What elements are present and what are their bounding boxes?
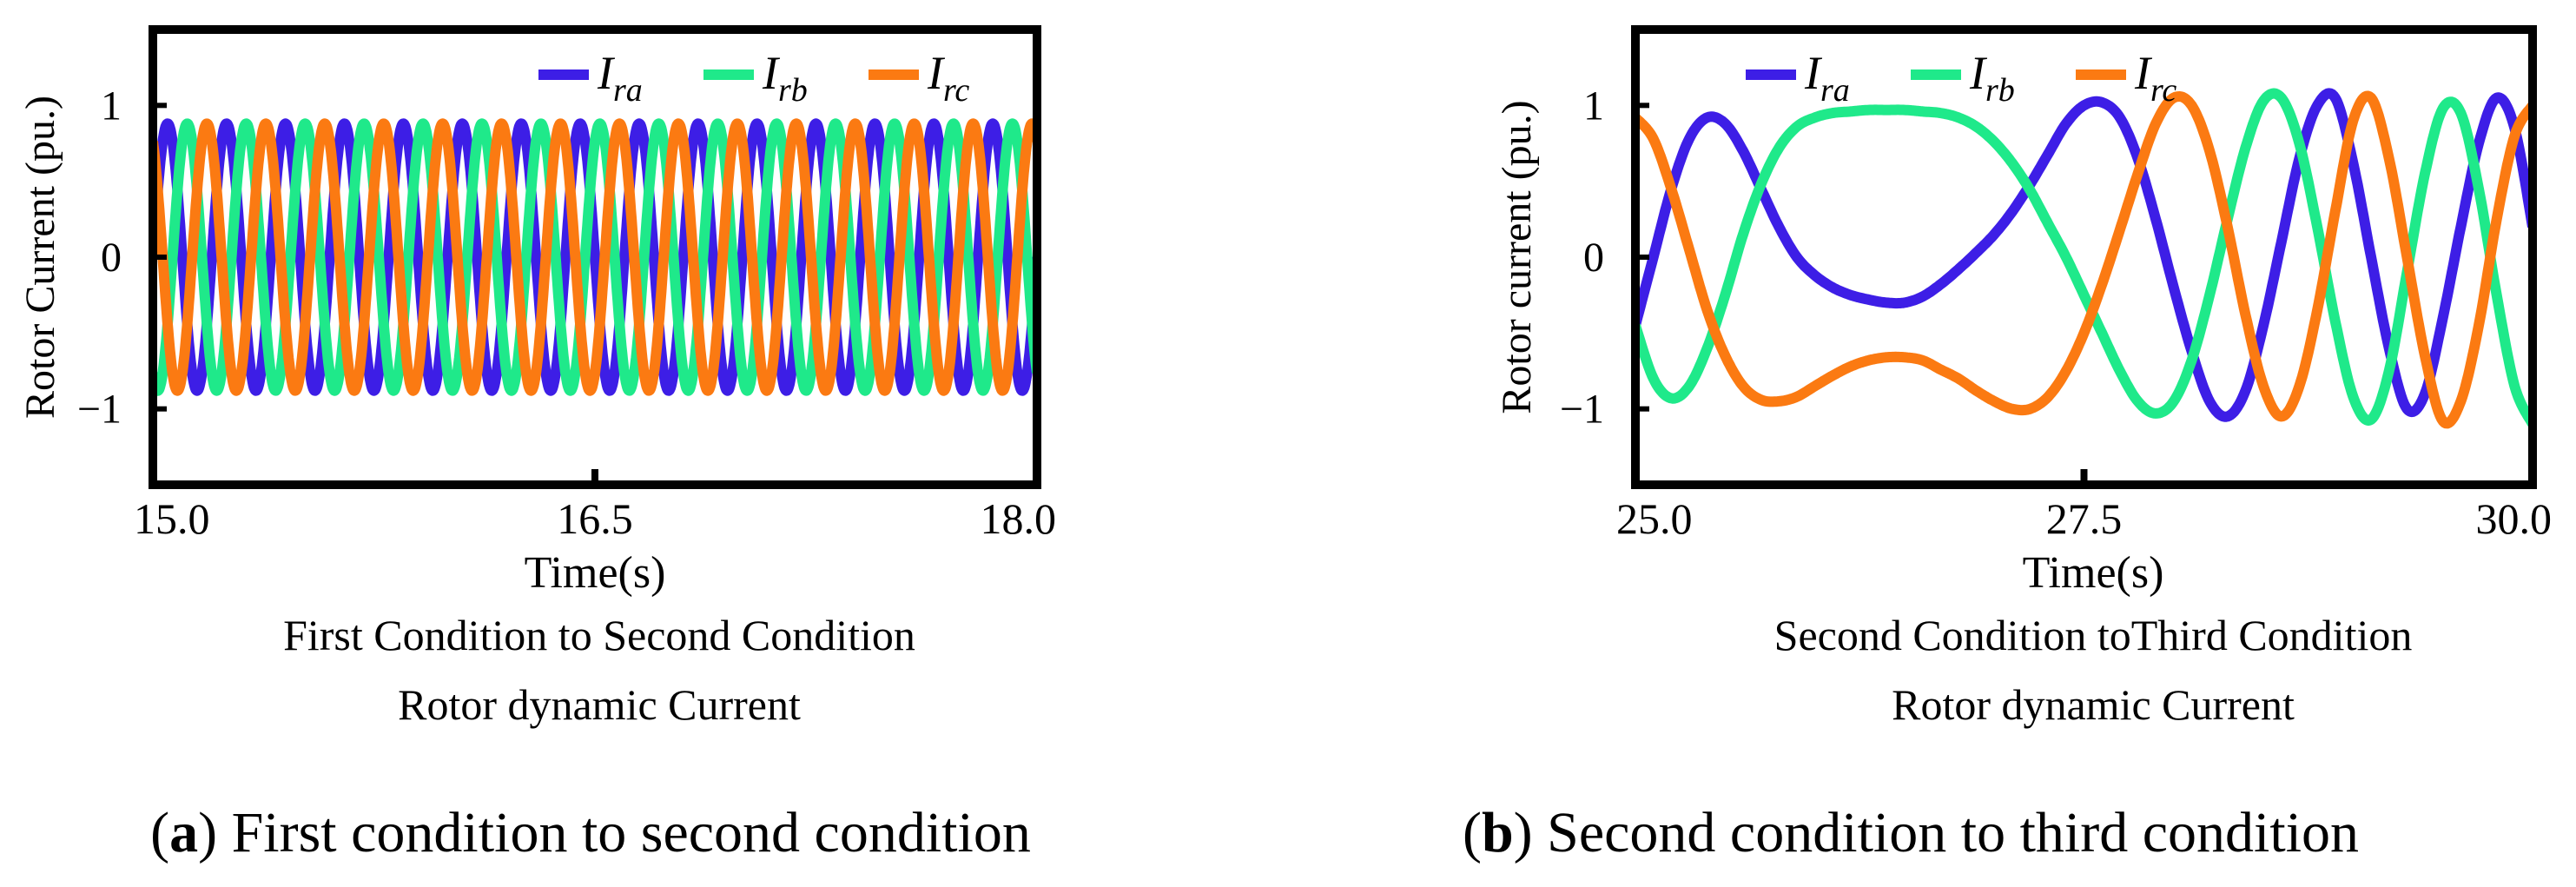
plot-a-caption-line-1: First Condition to Second Condition xyxy=(283,611,915,659)
legend-label-b-0: Ira xyxy=(1804,47,1850,109)
y-tick-label-b-1: 0 xyxy=(1583,235,1604,281)
series-i-rc-line-a xyxy=(153,118,1037,396)
x-tick-label-a-1: 16.5 xyxy=(557,494,633,543)
legend-label-sub-a-0: ra xyxy=(613,72,643,109)
plot-a-ylabel: Rotor Current (pu.) xyxy=(17,96,63,419)
y-tick-label-a-2: −1 xyxy=(77,387,122,433)
plot-a-ticks: 1 0 −1 15.0 16.5 18.0 xyxy=(77,83,1056,543)
legend-label-sub-a-2: rc xyxy=(943,72,969,109)
y-tick-label-a-0: 1 xyxy=(101,83,122,129)
legend-label-sub-a-1: rb xyxy=(778,72,808,109)
plot-a-caption-line-2: Rotor dynamic Current xyxy=(398,680,801,729)
y-tick-label-b-0: 1 xyxy=(1583,83,1604,129)
legend-label-sub-b-2: rc xyxy=(2150,72,2176,109)
sub-caption-b-text: Second condition to third condition xyxy=(1547,801,2359,864)
plot-b-caption-line-2: Rotor dynamic Current xyxy=(1892,680,2295,729)
plot-a-frame xyxy=(149,25,1041,489)
legend-label-main-b-1: I xyxy=(1969,47,1988,99)
series-i-ra-line-b xyxy=(1635,88,2533,422)
panel-a: 10−115.0 16.5 18.0 Ira Irb Irc Rotor Current… xyxy=(17,25,1056,864)
x-tick-label-a-2: 18.0 xyxy=(981,494,1057,543)
legend-label-sub-b-1: rb xyxy=(1985,72,2015,109)
plot-b-series xyxy=(1635,88,2533,429)
plot-b-xlabel: Time(s) xyxy=(2023,548,2164,598)
legend-label-a-0: Ira xyxy=(597,47,643,109)
plot-b-frame xyxy=(1631,25,2537,489)
plot-b-caption-line-1: Second Condition toThird Condition xyxy=(1774,611,2413,659)
legend-label-a-2: Irc xyxy=(927,47,969,109)
series-i-ra-line-a xyxy=(153,118,1037,396)
x-tick-label-a-0: 15.0 xyxy=(134,494,210,543)
y-tick-label-a-1: 0 xyxy=(101,235,122,281)
legend-label-sub-b-0: ra xyxy=(1820,72,1850,109)
plot-a-xlabel: Time(s) xyxy=(525,548,666,598)
sub-caption-b: (b) Second condition to third condition xyxy=(1463,801,2359,864)
sub-caption-a-close-paren: ) xyxy=(198,801,231,864)
legend-label-main-a-2: I xyxy=(927,47,946,99)
sub-caption-a-letter: a xyxy=(169,801,198,864)
sub-caption-a: (a) First condition to second condition xyxy=(150,801,1031,864)
series-i-rb-line-a xyxy=(153,118,1037,396)
sub-caption-a-text: First condition to second condition xyxy=(232,801,1031,864)
legend-label-a-1: Irb xyxy=(762,47,808,109)
legend-label-b-2: Irc xyxy=(2134,47,2176,109)
x-tick-label-b-2: 30.0 xyxy=(2476,494,2553,543)
legend-label-main-a-0: I xyxy=(597,47,616,99)
plot-b-legend: Ira Irb Irc xyxy=(1746,47,2176,109)
panel-b: 10−125.0 27.5 30.0 Ira Irb Irc Rotor current… xyxy=(1463,25,2552,864)
plot-a-legend: Ira Irb Irc xyxy=(538,47,969,109)
legend-label-b-1: Irb xyxy=(1969,47,2015,109)
sub-caption-b-close-paren: ) xyxy=(1514,801,1547,864)
plot-b-ylabel: Rotor current (pu.) xyxy=(1494,100,1540,414)
x-tick-label-b-0: 25.0 xyxy=(1616,494,1693,543)
sub-caption-b-open-paren: ( xyxy=(1463,801,1482,864)
sub-caption-a-open-paren: ( xyxy=(150,801,169,864)
y-tick-label-b-2: −1 xyxy=(1560,387,1604,433)
legend-label-main-b-2: I xyxy=(2134,47,2153,99)
plot-a-series xyxy=(153,118,1037,396)
series-i-rc-line-b xyxy=(1635,90,2533,429)
x-tick-label-b-1: 27.5 xyxy=(2046,494,2123,543)
legend-label-main-a-1: I xyxy=(762,47,781,99)
plot-b-ticks: 1 0 −1 25.0 27.5 30.0 xyxy=(1560,83,2552,543)
sub-caption-b-letter: b xyxy=(1482,801,1514,864)
legend-label-main-b-0: I xyxy=(1804,47,1823,99)
series-i-rb-line-b xyxy=(1635,88,2533,428)
